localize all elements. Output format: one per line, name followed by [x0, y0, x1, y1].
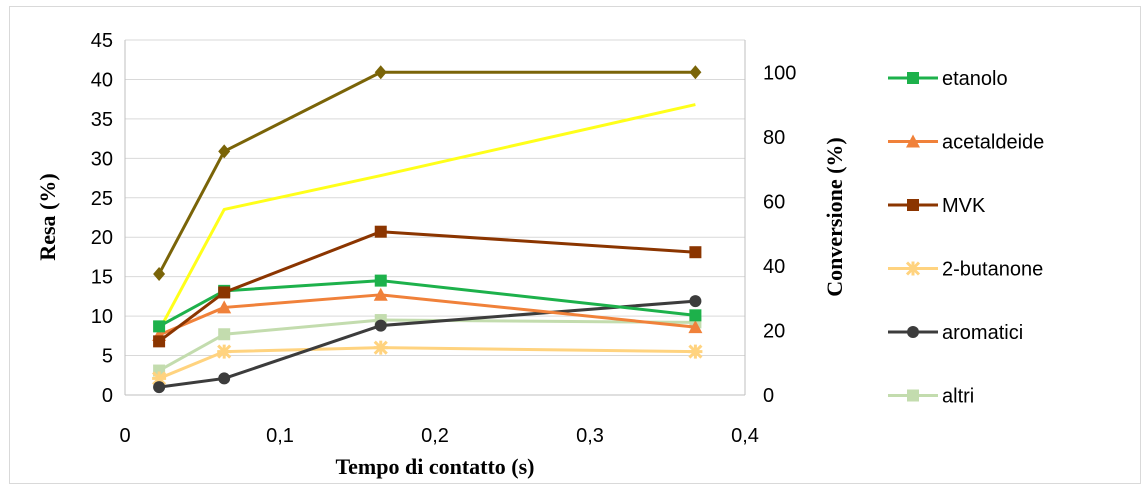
- data-point: [218, 328, 231, 341]
- y-tick-label: 25: [91, 188, 113, 210]
- legend-label: etanolo: [942, 68, 1008, 90]
- x-axis-title: Tempo di contatto (s): [335, 454, 534, 479]
- series-line: [157, 103, 696, 332]
- y2-tick-label: 0: [763, 385, 774, 407]
- series-line: [158, 279, 696, 328]
- legend-label: aromatici: [942, 322, 1023, 344]
- y-tick-label: 10: [91, 306, 113, 328]
- y-axis-title: Resa (%): [35, 173, 60, 260]
- y-tick-label: 45: [91, 30, 113, 52]
- y-tick-label: 30: [91, 148, 113, 170]
- data-point: [689, 65, 702, 80]
- y2-tick-label: 40: [763, 256, 785, 278]
- data-point: [374, 65, 387, 80]
- data-point: [373, 340, 388, 355]
- y2-tick-label: 60: [763, 191, 785, 213]
- legend-label: 2-butanone: [942, 259, 1043, 281]
- y-tick-labels: 0 5 10 15 20 25 30 35 40 45: [91, 30, 113, 407]
- y-tick-label: 5: [102, 346, 113, 368]
- series-line: [157, 70, 696, 275]
- y-tick-label: 0: [102, 385, 113, 407]
- data-point: [688, 344, 703, 359]
- series-line: [158, 230, 696, 343]
- legend-item: etanolo: [888, 68, 1008, 90]
- data-point: [374, 319, 387, 332]
- y2-tick-labels: 0 20 40 60 80 100: [763, 62, 796, 407]
- data-point: [374, 274, 387, 287]
- data-point: [907, 389, 919, 402]
- y2-tick-label: 100: [763, 62, 796, 84]
- series-right-axis-7: [157, 103, 696, 332]
- data-point: [218, 286, 231, 299]
- data-point: [153, 381, 166, 394]
- x-tick-label: 0,4: [731, 425, 759, 447]
- y2-axis-title: Conversione (%): [822, 137, 847, 296]
- series-line: [158, 318, 696, 372]
- data-point: [906, 134, 920, 148]
- x-tick-label: 0: [119, 425, 130, 447]
- y2-tick-label: 20: [763, 320, 785, 342]
- series-etanolo: [153, 274, 702, 333]
- data-point: [374, 225, 387, 238]
- y-tick-label: 40: [91, 69, 113, 91]
- series-MVK: [153, 225, 702, 348]
- data-point: [218, 372, 231, 385]
- data-point: [907, 72, 919, 84]
- data-point: [689, 246, 702, 259]
- series-line: [158, 293, 696, 337]
- x-tick-label: 0,3: [576, 425, 604, 447]
- legend-item: acetaldeide: [888, 132, 1044, 154]
- legend: etanolo acetaldeide MVK 2-butanone aromatici…: [888, 68, 1044, 408]
- legend-label: MVK: [942, 195, 986, 217]
- data-point: [373, 287, 388, 301]
- data-point: [153, 335, 166, 348]
- legend-item: MVK: [888, 195, 986, 217]
- gridlines: [125, 39, 745, 357]
- y2-tick-label: 80: [763, 127, 785, 149]
- data-point: [153, 320, 166, 333]
- series-aromatici: [153, 295, 702, 394]
- x-tick-label: 0,2: [421, 425, 449, 447]
- data-point: [217, 300, 232, 314]
- series-right-axis-6: [153, 65, 702, 281]
- legend-item: aromatici: [888, 322, 1023, 344]
- legend-item: 2-butanone: [888, 259, 1043, 281]
- legend-label: acetaldeide: [942, 132, 1044, 154]
- data-point: [689, 309, 702, 322]
- data-point: [907, 326, 919, 338]
- y-tick-label: 35: [91, 109, 113, 131]
- data-point: [153, 266, 166, 281]
- legend-label: altri: [942, 386, 974, 408]
- data-point: [907, 199, 919, 211]
- series-group: [152, 65, 703, 394]
- data-point: [218, 144, 231, 159]
- y-tick-label: 20: [91, 227, 113, 249]
- axes: [124, 40, 746, 396]
- legend-item: altri: [888, 386, 974, 408]
- x-tick-label: 0,1: [266, 425, 294, 447]
- data-point: [688, 320, 703, 334]
- x-tick-labels: 0 0,1 0,2 0,3 0,4: [119, 425, 758, 447]
- data-point: [217, 344, 232, 359]
- y-tick-label: 15: [91, 267, 113, 289]
- data-point: [905, 261, 921, 276]
- series-line: [158, 346, 696, 380]
- data-point: [689, 295, 702, 308]
- series-2-butanone: [152, 340, 703, 386]
- series-line: [158, 299, 696, 389]
